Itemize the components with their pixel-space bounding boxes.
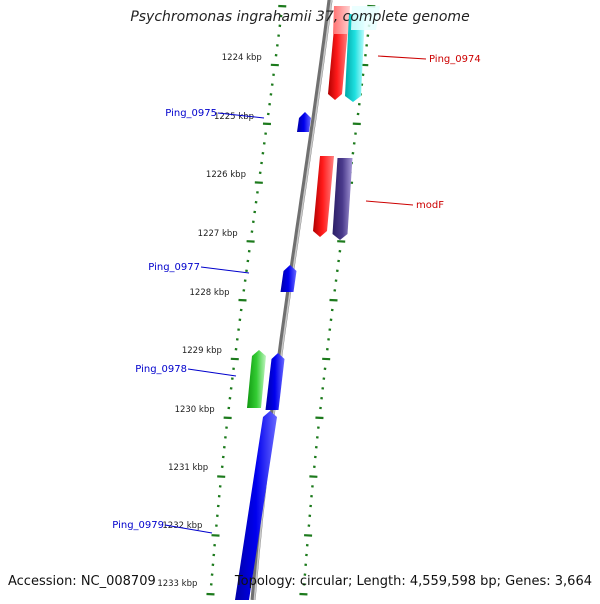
gene-labels: Ping_0974 modF Ping_0975 Ping_0977 Ping_0978… xyxy=(112,54,480,533)
gene-Ping_0977 xyxy=(281,265,297,292)
gene-label-leader xyxy=(366,201,413,205)
gene-label-leader xyxy=(201,267,249,273)
accession-text: Accession: NC_008709 xyxy=(8,574,156,589)
gene-Ping_0975 xyxy=(297,112,311,132)
scale-label: 1226 kbp xyxy=(206,170,246,180)
scale-label: 1230 kbp xyxy=(175,405,215,415)
gene-label-leader xyxy=(188,369,236,376)
scale-label: 1233 kbp xyxy=(157,579,197,589)
backbone-layer xyxy=(253,0,331,600)
gene-Ping_0974 xyxy=(328,28,348,100)
gene-label-Ping_0975[interactable]: Ping_0975 xyxy=(165,108,217,119)
scale-label: 1229 kbp xyxy=(182,346,222,356)
gene-label-Ping_0978[interactable]: Ping_0978 xyxy=(135,364,187,375)
gene-label-modF[interactable]: modF xyxy=(416,200,444,211)
genome-summary-text: Topology: circular; Length: 4,559,598 bp… xyxy=(235,574,592,589)
map-title: Psychromonas ingrahamii 37, complete gen… xyxy=(0,9,600,25)
gene-Ping_0978 xyxy=(266,353,285,410)
scale-label: 1227 kbp xyxy=(198,229,238,239)
scale-label: 1228 kbp xyxy=(190,288,230,298)
gene-label-leader xyxy=(378,56,426,59)
genome-backbone xyxy=(253,0,330,600)
scale-label: 1231 kbp xyxy=(168,463,208,473)
gene-Ping_0978-partner xyxy=(247,350,266,408)
ruler-inner xyxy=(206,6,286,594)
genome-backbone-highlight xyxy=(254,0,331,600)
gene-label-Ping_0974[interactable]: Ping_0974 xyxy=(429,54,481,65)
gene-modF xyxy=(313,156,334,237)
gene-modF-partner xyxy=(333,158,353,240)
gene-label-Ping_0979[interactable]: Ping_0979 xyxy=(112,520,164,531)
gene-layer xyxy=(235,6,380,600)
scale-label: 1224 kbp xyxy=(222,53,262,63)
gene-label-Ping_0977[interactable]: Ping_0977 xyxy=(148,262,200,273)
